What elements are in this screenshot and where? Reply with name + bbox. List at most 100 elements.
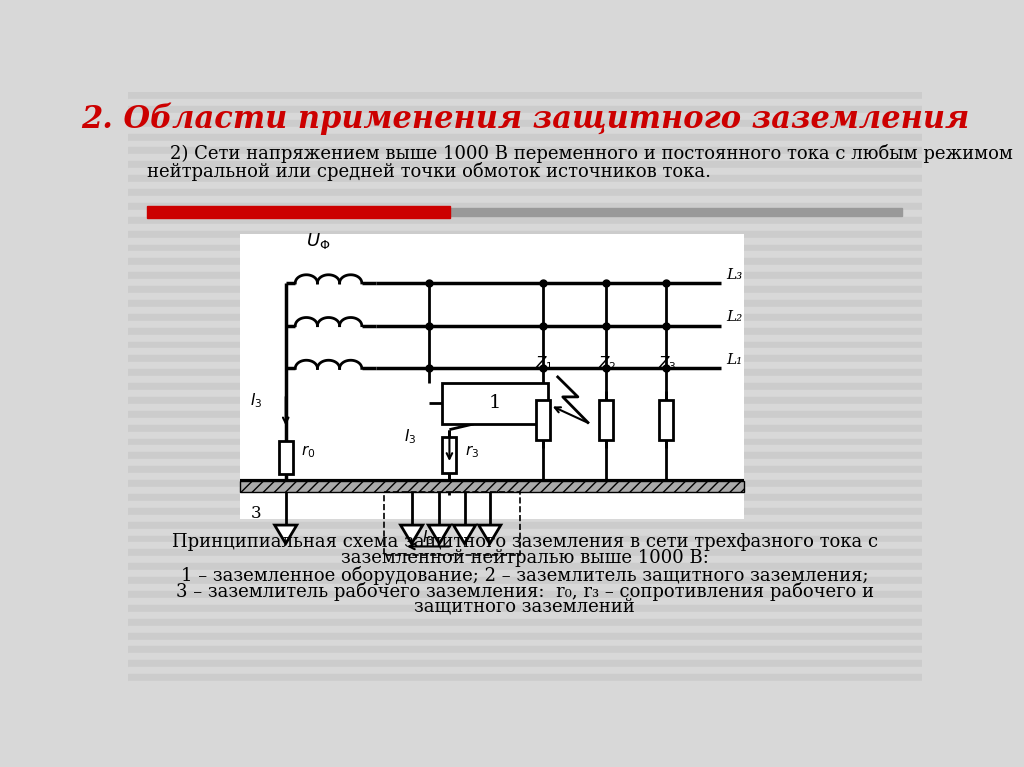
Bar	[128, 182, 922, 189]
Bar	[128, 480, 922, 487]
Bar	[128, 203, 922, 210]
Bar	[128, 549, 922, 556]
Bar	[241, 235, 744, 519]
Text: L₁: L₁	[726, 353, 742, 367]
Bar	[128, 168, 922, 175]
Bar	[128, 647, 922, 653]
Bar	[128, 404, 922, 411]
Bar	[442, 383, 548, 424]
Bar	[128, 217, 922, 224]
Bar	[128, 120, 922, 127]
Bar	[128, 667, 922, 674]
Bar	[128, 459, 922, 466]
Polygon shape	[428, 525, 451, 544]
Bar	[128, 653, 922, 660]
Bar	[384, 492, 520, 555]
Bar	[128, 383, 922, 390]
Bar	[241, 481, 744, 492]
Text: 1 – заземленное оборудование; 2 – заземлитель защитного заземления;: 1 – заземленное оборудование; 2 – заземл…	[181, 565, 868, 584]
Bar	[128, 245, 922, 252]
Bar	[128, 175, 922, 182]
Text: 3 – заземлитель рабочего заземления:  r₀, r₃ – сопротивления рабочего и: 3 – заземлитель рабочего заземления: r₀,…	[176, 581, 873, 601]
Bar	[128, 660, 922, 667]
Bar	[128, 432, 922, 439]
Bar	[128, 535, 922, 542]
Bar	[659, 400, 673, 439]
Text: 3: 3	[251, 505, 261, 522]
Text: 2. Области применения защитного заземления: 2. Области применения защитного заземлен…	[81, 103, 969, 135]
Bar	[128, 231, 922, 238]
Bar	[128, 210, 922, 217]
Bar	[128, 286, 922, 293]
Text: $I_3$: $I_3$	[251, 391, 263, 410]
Bar	[128, 411, 922, 418]
Bar	[128, 591, 922, 598]
Bar	[128, 355, 922, 362]
Bar	[279, 441, 293, 474]
Bar	[128, 265, 922, 272]
Text: L₃: L₃	[726, 268, 742, 281]
Text: защитного заземлений: защитного заземлений	[415, 598, 635, 616]
Bar	[128, 252, 922, 258]
Bar	[128, 508, 922, 515]
Bar	[128, 619, 922, 626]
Bar	[128, 161, 922, 168]
Text: $r_3$: $r_3$	[465, 443, 478, 460]
Bar	[128, 258, 922, 265]
Bar	[128, 272, 922, 279]
Bar	[128, 279, 922, 286]
Polygon shape	[274, 525, 297, 544]
Bar	[128, 633, 922, 640]
Bar	[128, 196, 922, 203]
Bar	[128, 577, 922, 584]
Bar	[128, 515, 922, 522]
Bar	[128, 453, 922, 459]
Bar	[128, 528, 922, 535]
Bar	[128, 542, 922, 549]
Bar	[128, 418, 922, 425]
Bar	[128, 425, 922, 432]
Bar	[128, 140, 922, 147]
Bar	[128, 314, 922, 321]
Bar	[128, 362, 922, 369]
Text: $r_0$: $r_0$	[301, 443, 315, 460]
Text: $Z_1$: $Z_1$	[536, 354, 554, 373]
Bar	[128, 147, 922, 154]
Bar	[128, 99, 922, 106]
Bar	[128, 92, 922, 99]
Bar	[128, 439, 922, 446]
Bar	[128, 556, 922, 563]
Text: $Z_2$: $Z_2$	[598, 354, 616, 373]
Bar	[128, 154, 922, 161]
Bar	[128, 501, 922, 508]
Text: $U_{\Phi}$: $U_{\Phi}$	[306, 231, 331, 251]
Polygon shape	[454, 525, 475, 544]
Bar	[128, 293, 922, 300]
Bar	[536, 400, 550, 439]
Bar	[128, 612, 922, 619]
Bar	[128, 681, 922, 688]
Bar	[128, 494, 922, 501]
Text: $I_3$: $I_3$	[404, 427, 417, 446]
Bar	[128, 307, 922, 314]
Bar	[128, 376, 922, 383]
Bar	[128, 640, 922, 647]
Bar	[128, 674, 922, 681]
Bar	[128, 397, 922, 404]
Bar	[128, 598, 922, 605]
Bar	[128, 466, 922, 473]
Bar	[128, 487, 922, 494]
Bar	[128, 369, 922, 376]
Polygon shape	[400, 525, 423, 544]
Text: $Z_3$: $Z_3$	[658, 354, 677, 373]
Bar	[128, 113, 922, 120]
Bar	[128, 224, 922, 231]
Bar	[128, 321, 922, 328]
Bar	[128, 570, 922, 577]
Bar	[128, 334, 922, 341]
Bar	[450, 209, 902, 216]
Bar	[128, 390, 922, 397]
Bar	[128, 127, 922, 133]
Text: 1: 1	[488, 394, 501, 413]
Bar	[128, 348, 922, 355]
